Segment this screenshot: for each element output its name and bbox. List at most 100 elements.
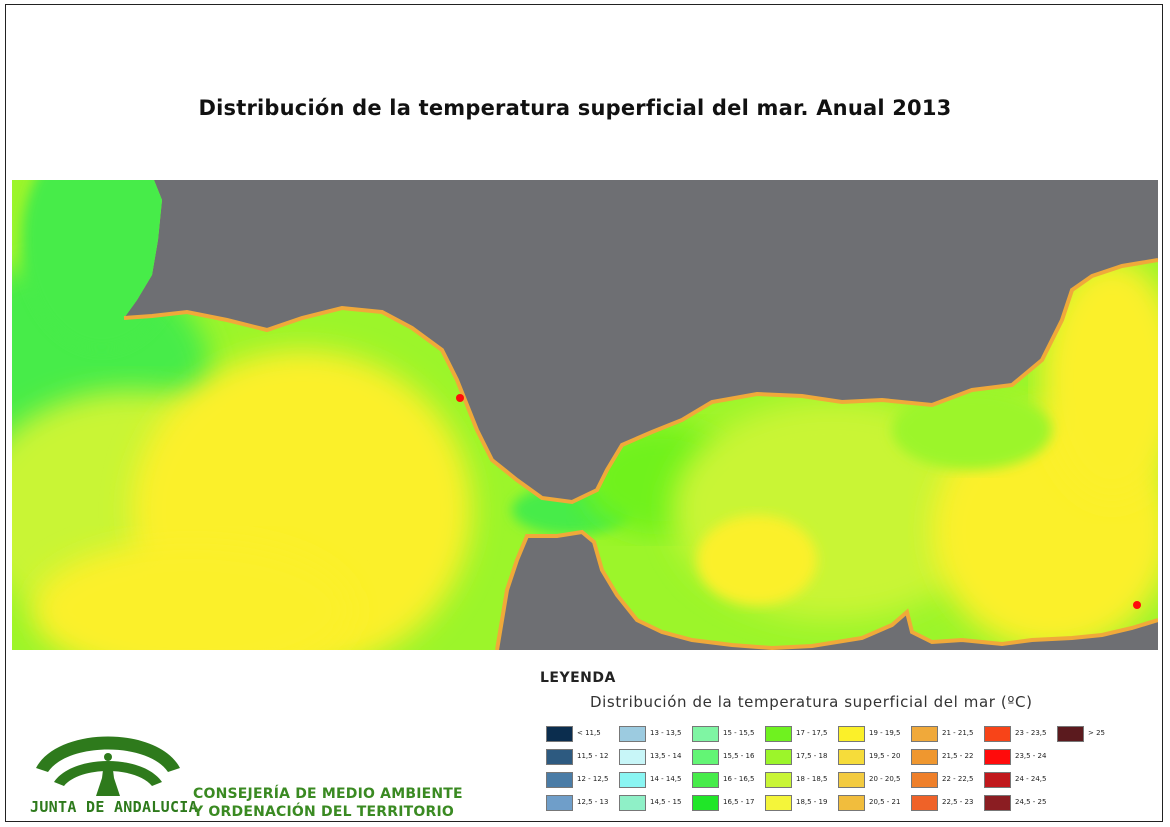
legend-item: 23 - 23,5 (984, 726, 1056, 744)
legend-swatch (765, 772, 792, 788)
junta-logo-icon (36, 736, 180, 796)
legend-label: 12,5 - 13 (577, 798, 609, 806)
coastline-south (495, 529, 1158, 650)
legend-item: 11,5 - 12 (546, 749, 618, 767)
legend-swatch (692, 726, 719, 742)
hotspot-marker (456, 394, 464, 402)
legend-swatch (619, 772, 646, 788)
legend-label: < 11,5 (577, 729, 601, 737)
legend-swatch (911, 772, 938, 788)
legend-swatch (619, 726, 646, 742)
legend-label: 21 - 21,5 (942, 729, 974, 737)
legend-swatch (984, 749, 1011, 765)
legend-swatch (765, 726, 792, 742)
legend-swatch (1057, 726, 1084, 742)
legend-swatch (984, 726, 1011, 742)
legend-label: 13,5 - 14 (650, 752, 682, 760)
legend-swatch (546, 795, 573, 811)
legend-item: 12 - 12,5 (546, 772, 618, 790)
legend-swatch (838, 726, 865, 742)
legend-item: 16 - 16,5 (692, 772, 764, 790)
legend-label: 16 - 16,5 (723, 775, 755, 783)
legend-item: 21 - 21,5 (911, 726, 983, 744)
legend-item: 24 - 24,5 (984, 772, 1056, 790)
legend-item: 19 - 19,5 (838, 726, 910, 744)
legend-swatch (619, 749, 646, 765)
legend-item: 15 - 15,5 (692, 726, 764, 744)
legend-item: 15,5 - 16 (692, 749, 764, 767)
legend-item: 22 - 22,5 (911, 772, 983, 790)
legend-swatch (546, 772, 573, 788)
hotspot-marker (1133, 601, 1141, 609)
legend-item: 24,5 - 25 (984, 795, 1056, 813)
legend-swatch (765, 749, 792, 765)
legend-label: 20,5 - 21 (869, 798, 901, 806)
legend-swatch (984, 772, 1011, 788)
legend-swatch (692, 795, 719, 811)
legend-swatch (619, 795, 646, 811)
legend-label: > 25 (1088, 729, 1105, 737)
legend-item: 17,5 - 18 (765, 749, 837, 767)
legend-label: 13 - 13,5 (650, 729, 682, 737)
legend-item: 23,5 - 24 (984, 749, 1056, 767)
legend-swatch (984, 795, 1011, 811)
legend-item: 19,5 - 20 (838, 749, 910, 767)
legend-label: 14,5 - 15 (650, 798, 682, 806)
legend-heading: LEYENDA (540, 670, 616, 686)
legend-label: 24 - 24,5 (1015, 775, 1047, 783)
legend-label: 22,5 - 23 (942, 798, 974, 806)
org-name-line-2: Y ORDENACIÓN DEL TERRITORIO (193, 804, 455, 820)
legend-item: 14,5 - 15 (619, 795, 691, 813)
legend-swatch (838, 772, 865, 788)
legend-label: 16,5 - 17 (723, 798, 755, 806)
legend-item: 12,5 - 13 (546, 795, 618, 813)
legend-label: 17,5 - 18 (796, 752, 828, 760)
legend-swatch (692, 772, 719, 788)
legend-grid: < 11,5 11,5 - 12 12 - 12,5 12,5 - 13 13 - 13… (546, 726, 1156, 822)
junta-logo-text: JUNTA DE ANDALUCIA (30, 798, 198, 816)
legend-item: 14 - 14,5 (619, 772, 691, 790)
map-svg (12, 180, 1158, 650)
legend-label: 22 - 22,5 (942, 775, 974, 783)
legend-label: 24,5 - 25 (1015, 798, 1047, 806)
legend-item: 20 - 20,5 (838, 772, 910, 790)
legend-item: 16,5 - 17 (692, 795, 764, 813)
legend-swatch (911, 795, 938, 811)
legend-label: 15,5 - 16 (723, 752, 755, 760)
legend-swatch (546, 726, 573, 742)
legend-subtitle: Distribución de la temperatura superfici… (590, 693, 1033, 711)
legend-item: 13 - 13,5 (619, 726, 691, 744)
legend-swatch (911, 749, 938, 765)
map-frame (5, 4, 1163, 822)
legend-label: 12 - 12,5 (577, 775, 609, 783)
legend-swatch (765, 795, 792, 811)
legend-swatch (838, 795, 865, 811)
legend-label: 19 - 19,5 (869, 729, 901, 737)
coastline-north (123, 258, 1158, 505)
map-title: Distribución de la temperatura superfici… (198, 96, 952, 120)
legend-label: 19,5 - 20 (869, 752, 901, 760)
legend-label: 23,5 - 24 (1015, 752, 1047, 760)
legend-swatch (546, 749, 573, 765)
legend-item: 18,5 - 19 (765, 795, 837, 813)
legend-swatch (838, 749, 865, 765)
legend-item: 20,5 - 21 (838, 795, 910, 813)
legend-label: 18 - 18,5 (796, 775, 828, 783)
legend-item: < 11,5 (546, 726, 618, 744)
legend-label: 23 - 23,5 (1015, 729, 1047, 737)
legend-label: 14 - 14,5 (650, 775, 682, 783)
legend-swatch (911, 726, 938, 742)
org-name-line-1: CONSEJERÍA DE MEDIO AMBIENTE (193, 786, 463, 802)
legend-label: 18,5 - 19 (796, 798, 828, 806)
sea-temperature-map (12, 180, 1158, 650)
legend-item: 18 - 18,5 (765, 772, 837, 790)
legend-label: 11,5 - 12 (577, 752, 609, 760)
legend-item: 13,5 - 14 (619, 749, 691, 767)
legend-label: 15 - 15,5 (723, 729, 755, 737)
legend-item: 22,5 - 23 (911, 795, 983, 813)
legend-item: 21,5 - 22 (911, 749, 983, 767)
legend-item: 17 - 17,5 (765, 726, 837, 744)
legend-swatch (692, 749, 719, 765)
legend-label: 20 - 20,5 (869, 775, 901, 783)
legend-item: > 25 (1057, 726, 1129, 744)
